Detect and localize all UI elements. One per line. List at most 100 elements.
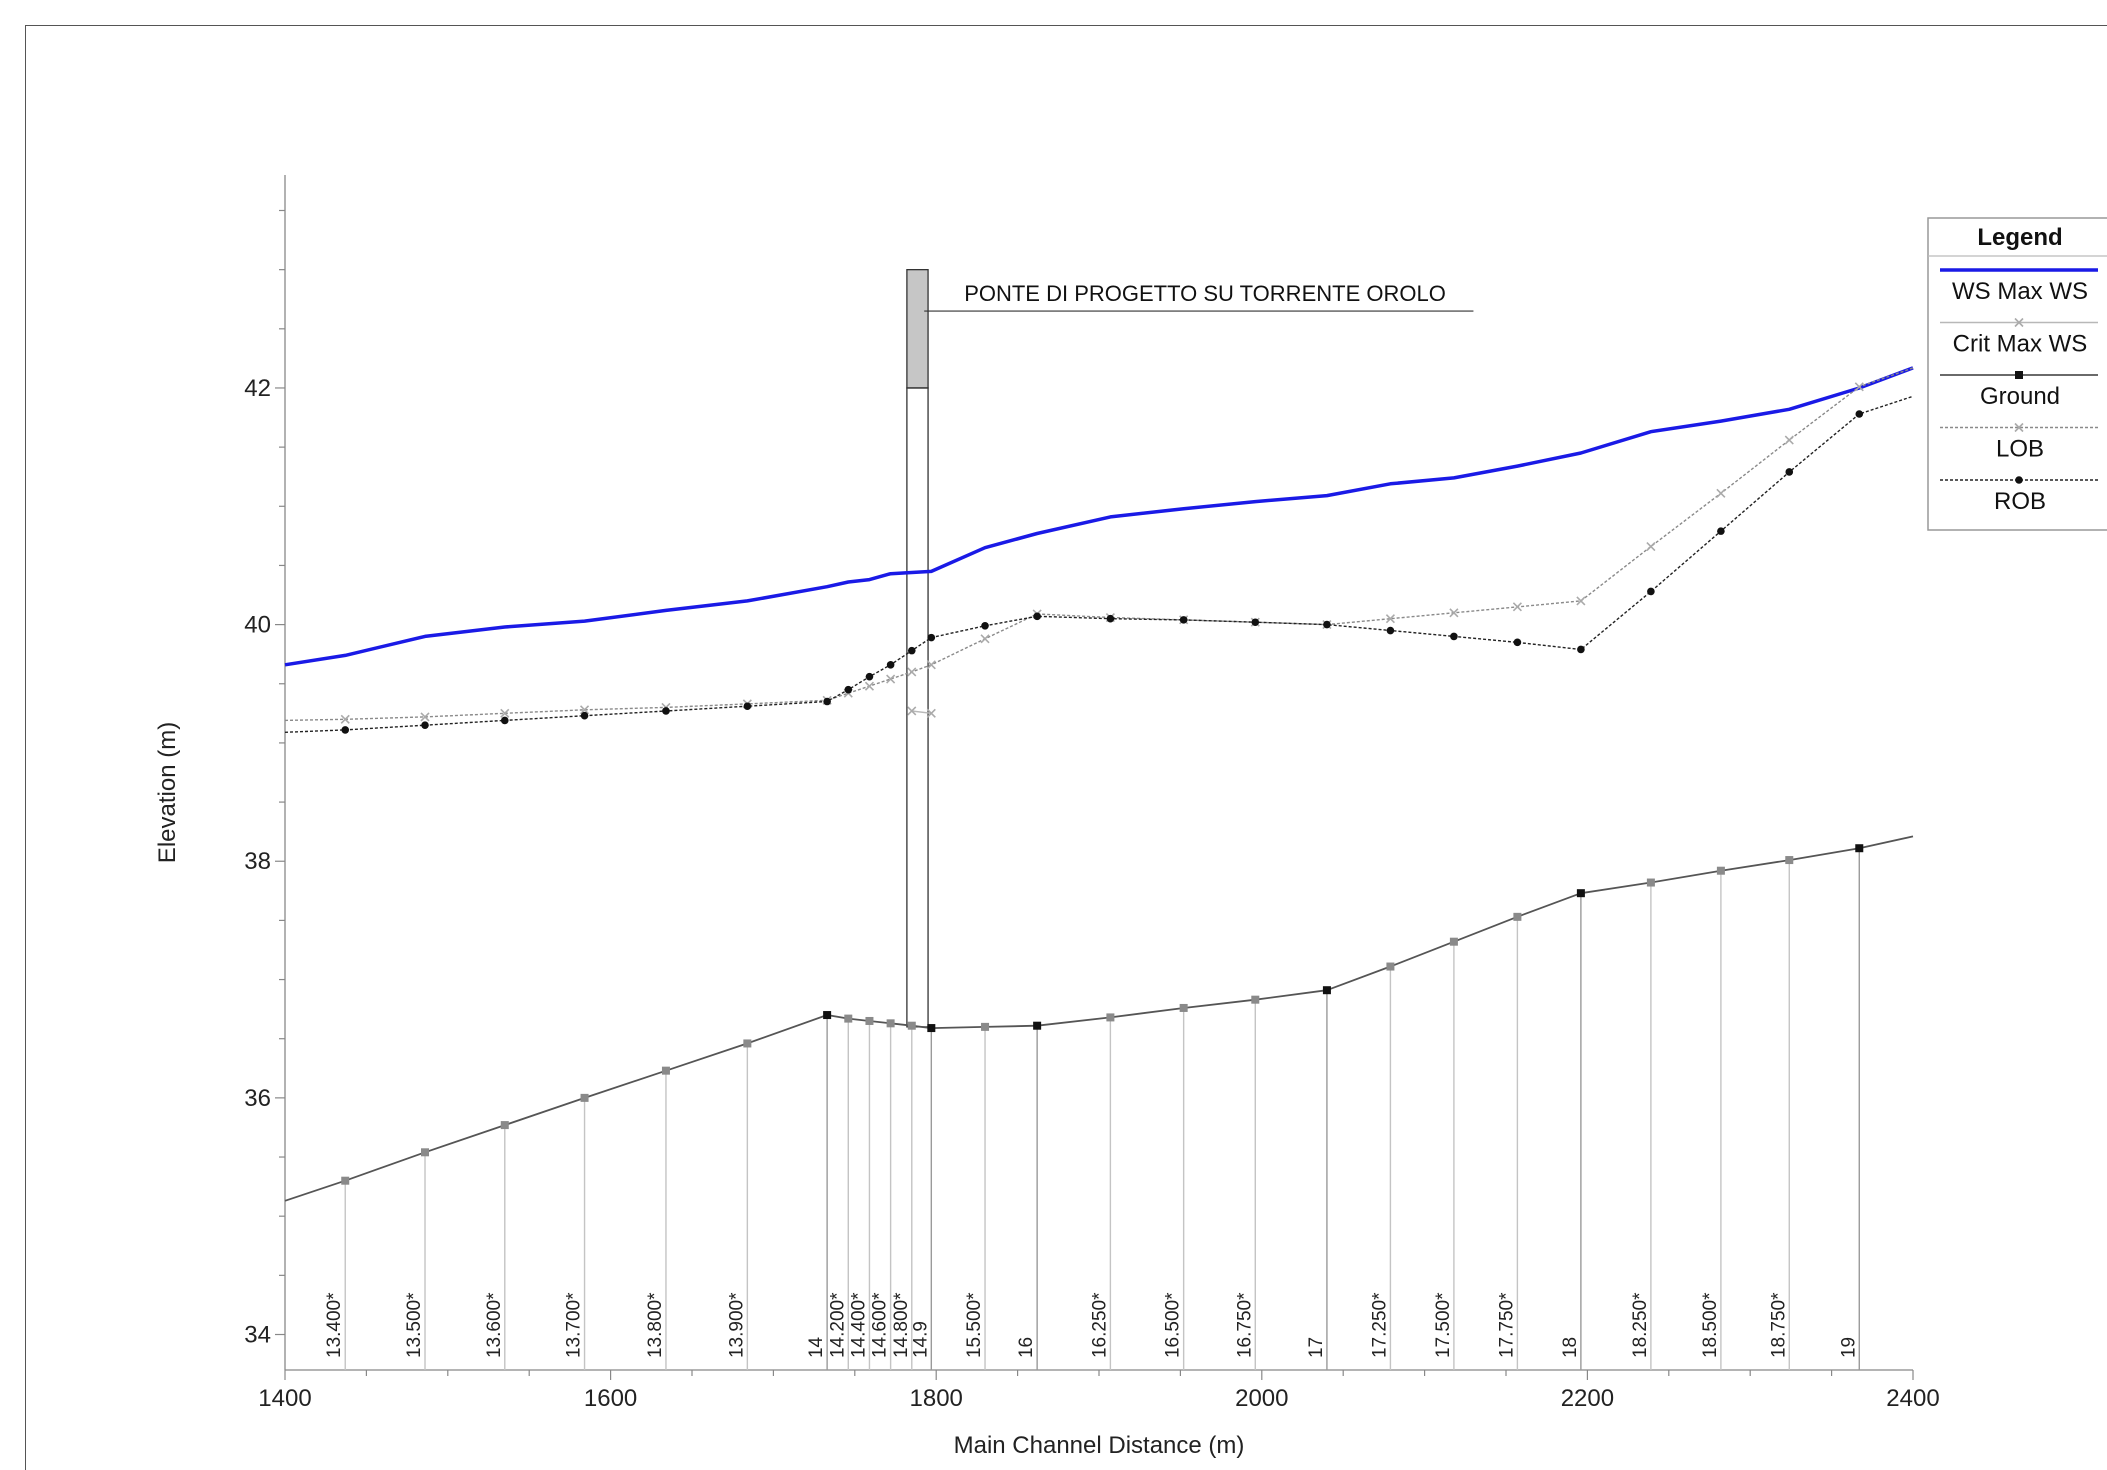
series-point <box>981 621 989 630</box>
station-label: 14.600* <box>870 1292 891 1358</box>
series-point <box>1323 620 1331 629</box>
y-tick-label: 36 <box>244 1085 271 1112</box>
series-point <box>579 705 590 715</box>
series-point <box>662 707 670 715</box>
legend-swatch-marker <box>2014 317 2024 328</box>
series-point <box>907 646 916 655</box>
legend-label: ROB <box>1994 488 2046 515</box>
series-line-4 <box>284 395 1914 733</box>
series-point <box>500 1121 509 1130</box>
series-point <box>927 1024 936 1033</box>
legend-swatch-marker <box>2014 422 2024 433</box>
station-label: 17.750* <box>1496 1292 1517 1358</box>
series-point <box>1251 618 1260 627</box>
series-point <box>1785 468 1794 476</box>
x-tick-label: 2200 <box>1561 1385 1614 1412</box>
station-label: 13.500* <box>404 1292 425 1358</box>
series-point <box>1576 596 1586 606</box>
series-point <box>1646 541 1656 552</box>
station-label: 14.9 <box>910 1321 931 1358</box>
legend-label: WS Max WS <box>1952 278 2088 305</box>
station-label: 18 <box>1560 1337 1581 1358</box>
series-point <box>886 661 895 669</box>
series-point <box>886 1019 895 1028</box>
series-point <box>1716 866 1725 875</box>
series-point <box>981 1022 990 1031</box>
series-line-1 <box>911 710 932 714</box>
series-line-0 <box>284 366 1914 667</box>
series-point <box>1179 1003 1188 1012</box>
series-point <box>661 1066 670 1075</box>
series-point <box>1576 889 1585 898</box>
series-line-2 <box>284 835 1914 1202</box>
station-label: 19 <box>1838 1337 1859 1358</box>
station-label: 14.200* <box>827 1292 848 1358</box>
series-point <box>980 634 990 644</box>
series-point <box>927 633 936 642</box>
legend-label: Crit Max WS <box>1953 331 2088 358</box>
y-tick-label: 42 <box>244 375 271 402</box>
series-point <box>341 726 350 734</box>
station-label: 14 <box>806 1336 827 1358</box>
series-point <box>1717 527 1725 535</box>
series-point <box>1033 612 1041 621</box>
x-tick-label: 2000 <box>1235 1385 1288 1412</box>
series-point <box>844 1014 853 1023</box>
series-point <box>865 1016 874 1025</box>
station-label: 18.250* <box>1630 1292 1651 1358</box>
series-point <box>1646 878 1655 887</box>
series-point <box>1386 962 1395 971</box>
series-line-3 <box>284 367 1914 722</box>
x-tick-label: 1400 <box>258 1385 311 1412</box>
y-tick-label: 34 <box>244 1322 271 1349</box>
series-point <box>421 721 429 729</box>
series-point <box>743 1039 752 1048</box>
series-point <box>1513 638 1522 647</box>
bridge-opening <box>906 387 929 1028</box>
series-point <box>1647 587 1655 596</box>
station-label: 13.900* <box>726 1292 747 1358</box>
series-point <box>580 711 589 720</box>
series-point <box>743 702 752 711</box>
series-point <box>823 697 831 706</box>
series-point <box>1179 616 1188 624</box>
bridge-deck <box>906 269 929 389</box>
series-point <box>926 660 936 670</box>
series-point <box>907 1021 916 1030</box>
legend-label: Ground <box>1980 383 2060 410</box>
series-point <box>1855 410 1864 418</box>
x-axis-title: Main Channel Distance (m) <box>954 1432 1245 1459</box>
series-point <box>1512 602 1522 612</box>
series-point <box>1449 608 1459 618</box>
station-label: 16.250* <box>1089 1292 1110 1358</box>
series-point <box>580 1093 589 1102</box>
series-point <box>1577 645 1585 654</box>
series-point <box>926 708 936 718</box>
station-label: 14.400* <box>848 1292 869 1358</box>
series-point <box>907 667 917 677</box>
series-point <box>1033 1021 1042 1030</box>
series-point <box>1450 632 1458 641</box>
station-label: 13.400* <box>324 1292 345 1358</box>
station-label: 17 <box>1306 1337 1327 1358</box>
series-point <box>886 674 896 684</box>
series-point <box>1855 844 1864 853</box>
series-point <box>1251 995 1260 1004</box>
station-label: 16 <box>1016 1337 1037 1358</box>
x-tick-label: 1600 <box>584 1385 637 1412</box>
series-point <box>1716 488 1726 498</box>
station-label: 13.800* <box>645 1292 666 1358</box>
station-label: 16.750* <box>1234 1292 1255 1358</box>
series-point <box>421 1148 430 1157</box>
legend-title: Legend <box>1977 224 2062 251</box>
station-label: 13.700* <box>564 1292 585 1358</box>
series-point <box>844 685 853 694</box>
series-point <box>1784 435 1794 445</box>
y-axis-title: Elevation (m) <box>154 722 181 863</box>
legend-label: LOB <box>1996 436 2044 463</box>
series-point <box>907 706 917 716</box>
series-point <box>1106 1013 1115 1022</box>
station-label: 13.600* <box>484 1292 505 1358</box>
series-point <box>1513 912 1522 921</box>
station-label: 15.500* <box>964 1292 985 1358</box>
